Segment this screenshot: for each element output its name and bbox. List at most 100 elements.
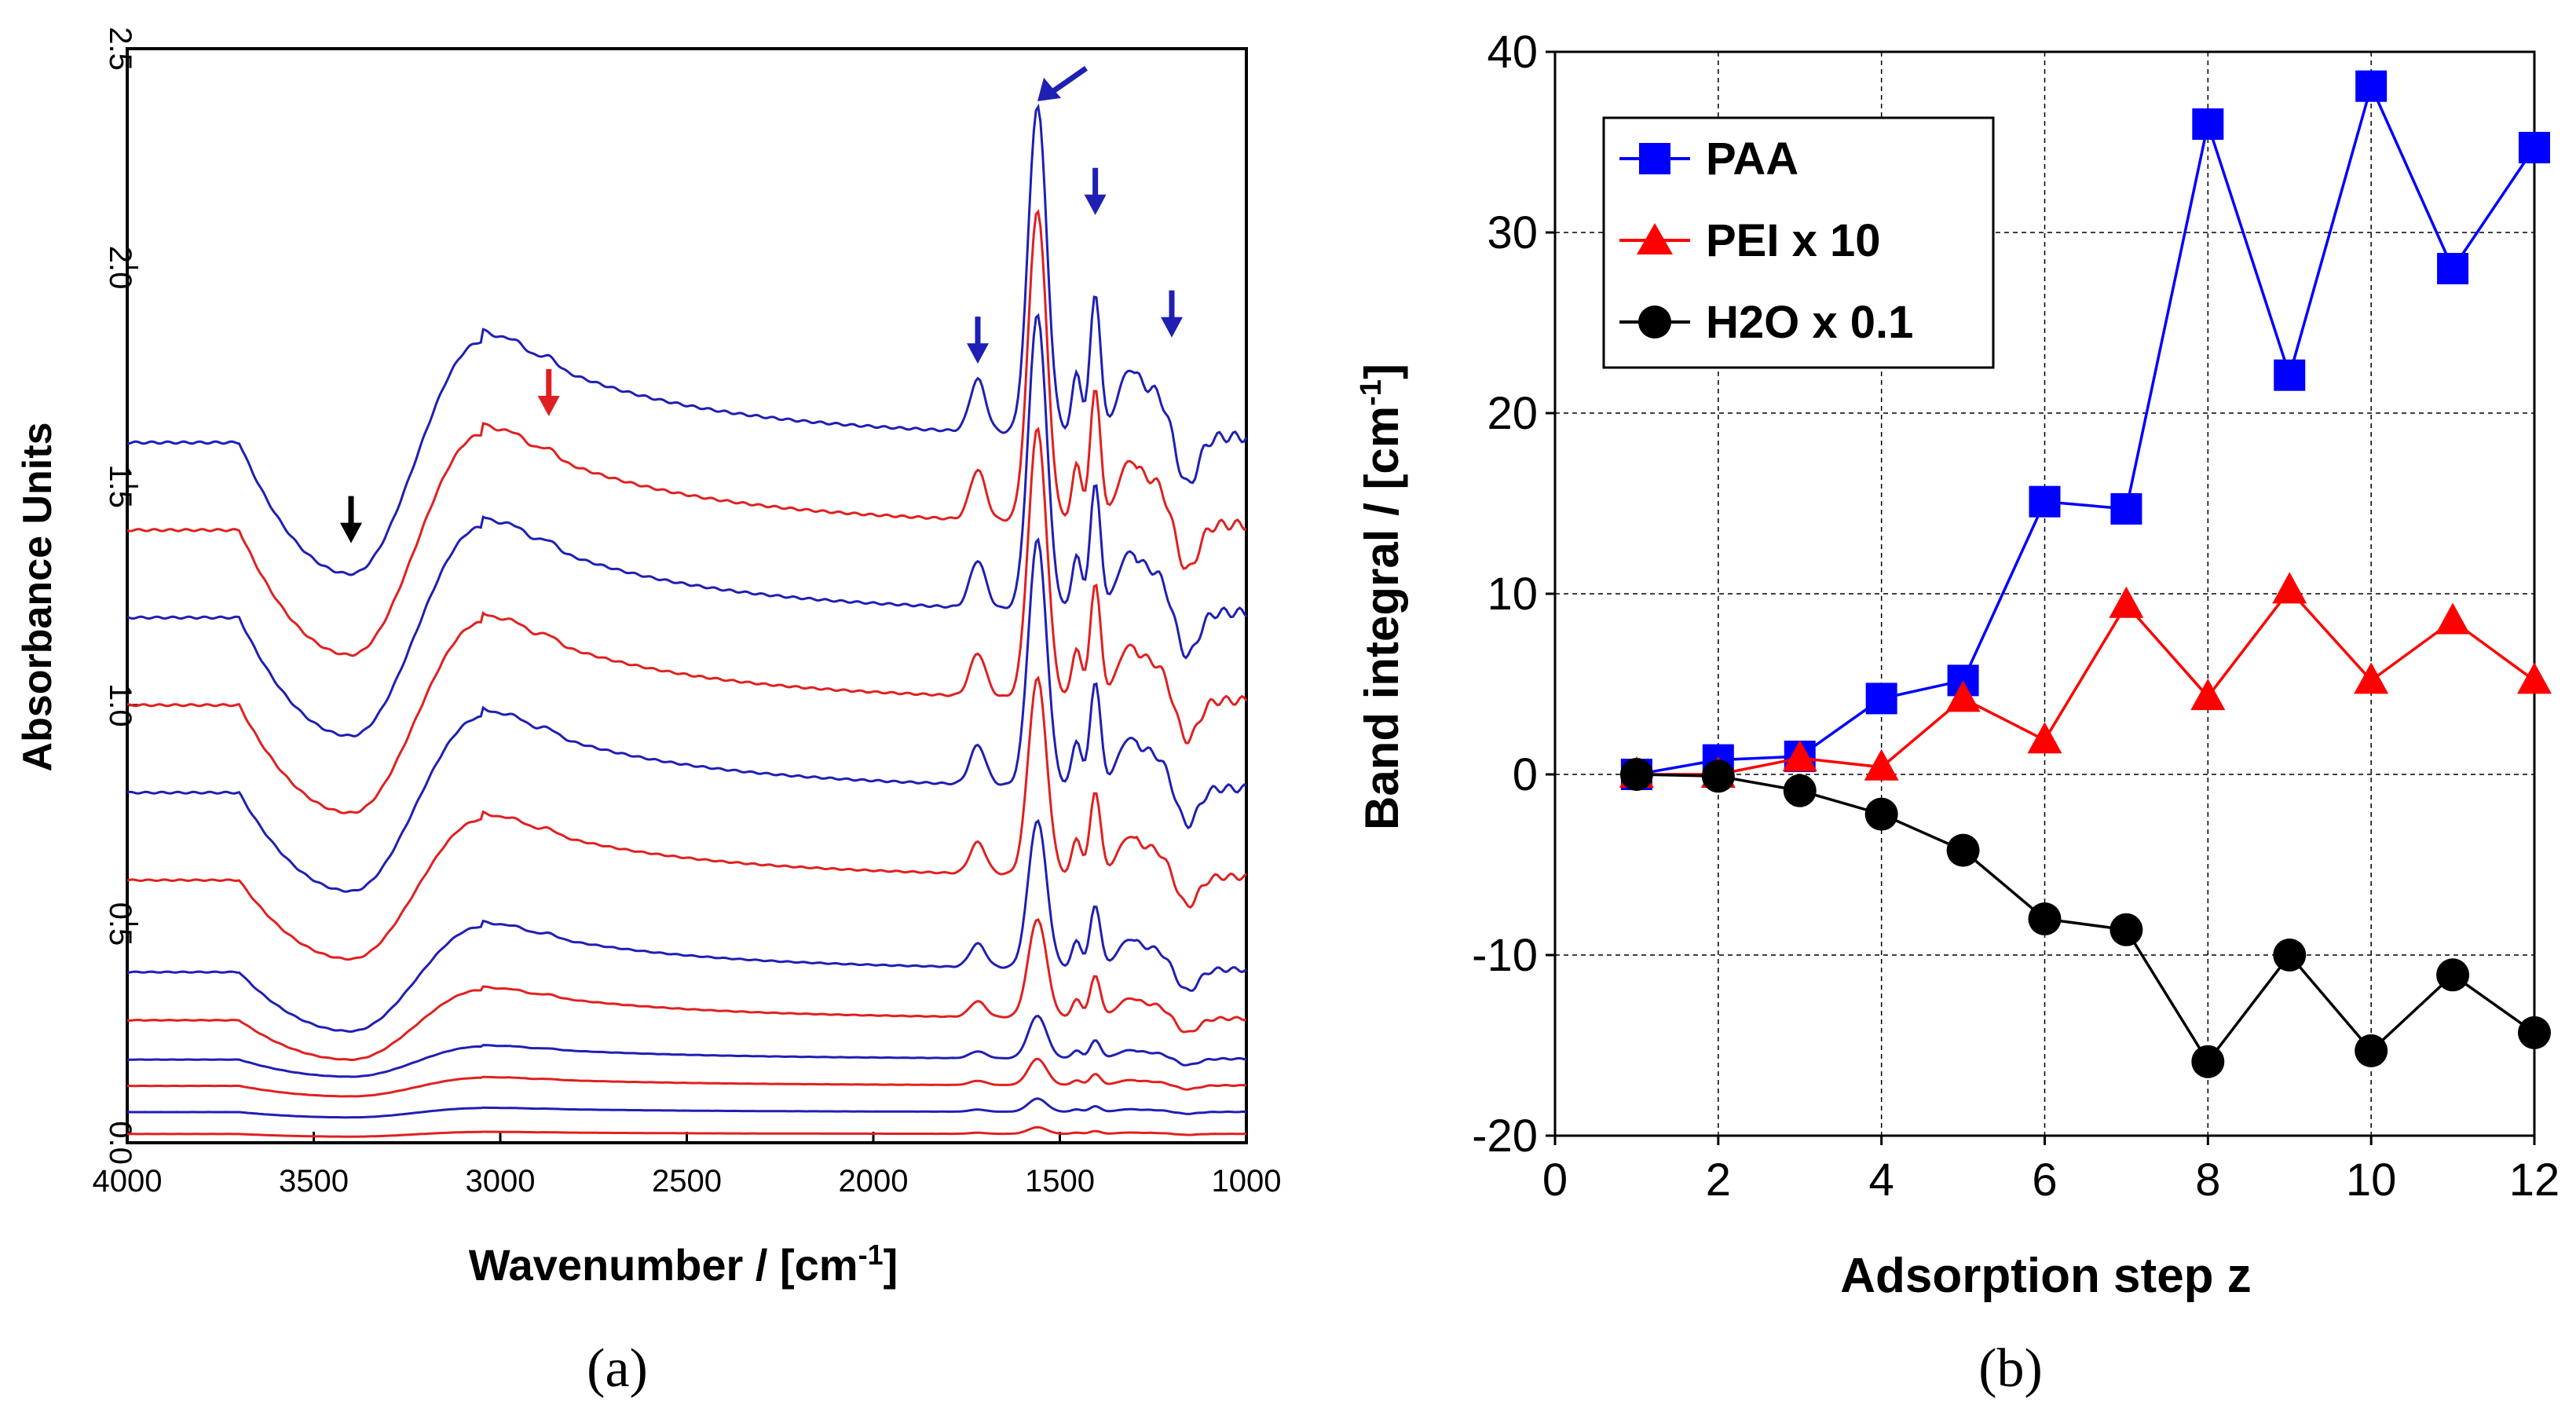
panel-b-label: (b) [1978,1338,2043,1399]
panel-a-spectrum-7-line [126,675,1247,961]
panel-b-point-circle [1701,759,1735,793]
arrow-head [1084,194,1107,215]
panel-b-point-circle [1946,833,1980,867]
panel-b-series [1619,70,2552,1078]
panel-a-label: (a) [587,1338,648,1399]
panel-b-y-ticks: -20 -10 0 10 20 30 40 [1472,27,1555,1162]
panel-b-point-square [2029,485,2061,518]
panel-b-point-circle [2355,1034,2388,1067]
panel-b-y-axis-label-end: ] [1356,364,1408,379]
panel-a-x-tick-label: 2500 [652,1164,722,1199]
panel-a-spectrum-4-line [126,1015,1247,1078]
panel-b-y-tick-label: -20 [1472,1111,1538,1162]
panel-b-series-line [1636,773,2536,1064]
legend-marker-paa [1639,143,1670,174]
legend-label-h2o: H2O x 0.1 [1706,297,1913,348]
panel-a-spectrum-1-line [126,1125,1246,1138]
panel-b-y-tick-label: 30 [1487,207,1538,258]
panel-b-point-circle [2518,1016,2551,1049]
panel-a-plot-frame [126,47,1248,1144]
panel-b-series-line [1636,587,2536,776]
panel-b-point-triangle [2435,602,2471,635]
panel-a-spectrum-9-line [126,426,1248,814]
panel-b-y-axis-label-main: Band integral / [cm [1356,406,1408,830]
panel-b-x-ticks: 0 2 4 6 8 10 12 [1542,1136,2560,1206]
panel-b-point-triangle [2190,679,2226,711]
legend-label-paa: PAA [1706,134,1798,185]
panel-a-annotations [340,65,1183,543]
legend-marker-h2o [1638,306,1671,339]
panel-a-spectrum-5-line [126,917,1247,1061]
panel-b-point-square [2519,131,2550,163]
panel-a-arrow-1200 [1161,290,1183,338]
panel-b-point-triangle [2517,662,2552,694]
panel-b-x-tick-label: 2 [1706,1155,1731,1206]
arrow-head [340,522,362,543]
legend-label-pei: PEI x 10 [1706,215,1880,266]
panel-a-x-tick-label: 4000 [93,1164,163,1199]
panel-a-spectrum-11-line [126,209,1247,657]
panel-b-point-circle [2436,958,2470,992]
panel-b-point-square [1865,683,1897,715]
panel-b-point-circle [2109,913,2143,946]
panel-b-y-tick-label: -10 [1472,930,1538,981]
panel-b-x-tick-label: 0 [1542,1155,1568,1206]
panel-a-arrow-1720 [967,317,989,364]
arrow-shaft [1048,65,1088,96]
panel-b-point-circle [2028,902,2062,935]
arrow-head [967,343,989,364]
panel-a-x-axis-label-main: Wavenumber / [cm [469,1240,858,1290]
panel-a-y-axis-label: Absorbance Units [15,423,60,772]
panel-b-legend: PAA PEI x 10 H2O x 0.1 [1602,116,1995,369]
panel-b-point-square [2110,492,2142,525]
panel-a-arrow-1405 [1084,167,1107,215]
panel-b-y-tick-label: 10 [1487,569,1538,620]
panel-b-x-tick-label: 4 [1869,1155,1894,1206]
panel-b-y-tick-label: 0 [1513,749,1538,800]
panel-b-series-2 [1619,758,2551,1078]
panel-b-point-triangle [2272,572,2307,604]
panel-b-point-square [2437,253,2469,284]
panel-b-x-tick-label: 6 [2032,1155,2057,1206]
panel-b-point-triangle [1782,740,1817,772]
panel-a-spectrum-2-line [126,1097,1247,1119]
panel-b-series-1 [1619,572,2552,788]
panel-b-point-triangle [2109,586,2144,618]
panel-b-x-tick-label: 10 [2346,1155,2397,1206]
panel-a-arrow-2870 [537,369,560,417]
panel-a-arrow-3400 [340,496,362,543]
panel-b-chart: -20 -10 0 10 20 30 40 0 2 4 6 8 10 12 PAA PEI x 10 H… [1355,27,2560,1399]
panel-b-y-tick-label: 20 [1487,388,1538,439]
panel-a-x-axis-label: Wavenumber / [cm-1] [469,1239,898,1290]
panel-a-x-tick-label: 1000 [1212,1164,1282,1199]
panel-a-y-tick-label: 1.5 [103,464,137,508]
panel-a-y-tick-label: 0.0 [103,1121,137,1165]
legend-marker-pei [1637,223,1673,254]
panel-a-x-tick-label: 3500 [279,1164,349,1199]
panel-a-x-ticks: 4000 3500 3000 2500 2000 1500 1000 [93,1132,1282,1199]
panel-a-y-tick-label: 2.5 [103,27,137,71]
panel-b-point-triangle [2027,722,2062,754]
panel-b-point-circle [1783,774,1817,807]
arrow-head [1037,77,1061,101]
panel-a-y-ticks: 0.00.51.01.52.02.5 [103,27,138,1165]
panel-b-x-tick-label: 12 [2509,1155,2560,1206]
panel-a-y-tick-label: 0.5 [103,902,137,946]
arrow-head [1161,317,1183,338]
panel-b-point-triangle [2354,662,2389,694]
panel-b-point-circle [2191,1045,2225,1078]
panel-a-spectrum-12-line [126,103,1248,576]
panel-a-x-axis-label-sup: -1 [858,1239,884,1271]
panel-b-point-circle [1619,758,1653,791]
panel-b-point-square [2274,359,2306,391]
panel-b-point-circle [2273,939,2307,972]
panel-b-point-square [2192,108,2224,140]
panel-b-x-tick-label: 8 [2195,1155,2220,1206]
panel-b-point-square [2355,70,2388,102]
panel-b-y-tick-label: 40 [1487,27,1538,78]
arrow-head [537,396,560,417]
panel-a-y-tick-label: 2.0 [103,246,137,290]
panel-a-spectrum-6-line [126,818,1247,1034]
panel-a-chart: 0.00.51.01.52.02.5 4000 3500 3000 2500 2000 1… [15,27,1281,1399]
